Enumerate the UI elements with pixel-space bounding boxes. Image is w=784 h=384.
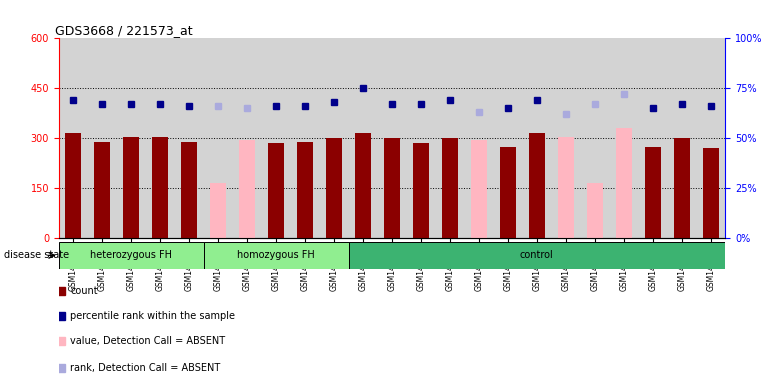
Text: control: control: [520, 250, 554, 260]
Bar: [355, 133, 371, 238]
Bar: [94, 142, 111, 238]
Bar: [297, 142, 313, 238]
Bar: [152, 137, 169, 238]
Bar: [268, 143, 284, 238]
Bar: [59, 242, 204, 269]
Bar: [558, 137, 574, 238]
Bar: [615, 128, 632, 238]
Bar: [673, 138, 690, 238]
Bar: [442, 138, 458, 238]
Bar: [702, 148, 719, 238]
Bar: [65, 133, 82, 238]
Text: percentile rank within the sample: percentile rank within the sample: [71, 311, 235, 321]
Bar: [529, 133, 545, 238]
Bar: [413, 143, 429, 238]
Bar: [500, 147, 516, 238]
Bar: [181, 142, 197, 238]
Bar: [471, 140, 487, 238]
Text: GDS3668 / 221573_at: GDS3668 / 221573_at: [56, 24, 193, 37]
Text: disease state: disease state: [4, 250, 69, 260]
Text: value, Detection Call = ABSENT: value, Detection Call = ABSENT: [71, 336, 226, 346]
Bar: [210, 183, 226, 238]
Text: homozygous FH: homozygous FH: [238, 250, 315, 260]
Bar: [349, 242, 725, 269]
Bar: [384, 138, 400, 238]
Bar: [587, 183, 603, 238]
Bar: [123, 137, 140, 238]
Bar: [326, 138, 342, 238]
Bar: [204, 242, 349, 269]
Bar: [239, 140, 255, 238]
Text: heterozygous FH: heterozygous FH: [90, 250, 172, 260]
Text: count: count: [71, 286, 98, 296]
Text: rank, Detection Call = ABSENT: rank, Detection Call = ABSENT: [71, 363, 221, 373]
Bar: [644, 147, 661, 238]
